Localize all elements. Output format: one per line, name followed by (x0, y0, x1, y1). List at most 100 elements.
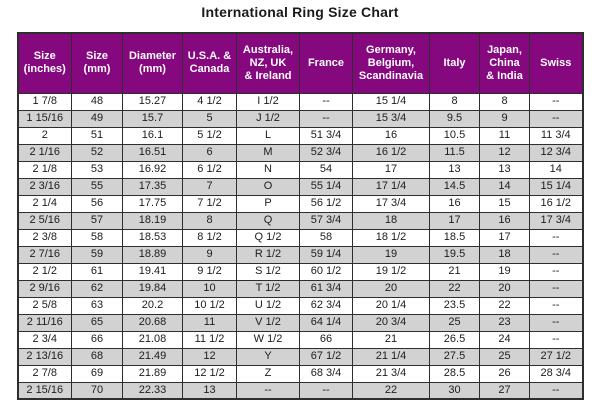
ring-size-table: Size (inches) Size (mm) Diameter (mm) U.S.A… (16, 32, 584, 400)
table-row: 2 5/8 63 20.2 10 1/2 U 1/2 62 3/4 20 1/4 23.5 22… (17, 296, 583, 315)
table-cell: 52 3/4 (299, 143, 353, 162)
table-cell: 13 (479, 160, 530, 179)
table-cell: 15.7 (122, 109, 183, 128)
table-cell: 13 (182, 381, 237, 400)
table-cell: W 1/2 (236, 330, 300, 349)
table-cell: 16.92 (122, 160, 183, 179)
header-row: Size (inches) Size (mm) Diameter (mm) U.S.A… (17, 32, 583, 94)
table-cell: 9.5 (429, 109, 480, 128)
table-cell: 21 3/4 (352, 364, 430, 383)
table-cell: 28 3/4 (529, 364, 583, 383)
table-cell: 18.19 (122, 211, 183, 230)
table-cell: -- (529, 313, 583, 332)
table-cell: 54 (299, 160, 353, 179)
table-cell: R 1/2 (236, 245, 300, 264)
table-row: 2 1/8 53 16.92 6 1/2 N 54 17 13 13 14 (17, 160, 583, 179)
table-cell: 17 1/4 (352, 177, 430, 196)
column-header: Italy (429, 32, 480, 94)
table-cell: J 1/2 (236, 109, 300, 128)
table-cell: 19 (352, 245, 430, 264)
table-row: 2 15/16 70 22.33 13 -- -- 22 30 27 -- (17, 381, 583, 400)
ring-size-chart-page: International Ring Size Chart Size (inch… (0, 4, 600, 400)
table-cell: 18 (479, 245, 530, 264)
table-cell: 2 7/8 (17, 364, 72, 383)
table-cell: 18.89 (122, 245, 183, 264)
table-cell: 17 (429, 211, 480, 230)
table-cell: 8 (479, 92, 530, 111)
column-header: Australia, NZ, UK & Ireland (236, 32, 300, 94)
table-cell: 66 (71, 330, 123, 349)
table-cell: 11 3/4 (529, 126, 583, 145)
table-cell: 16 1/2 (529, 194, 583, 213)
table-cell: 2 15/16 (17, 381, 72, 400)
table-cell: 61 3/4 (299, 279, 353, 298)
table-cell: 63 (71, 296, 123, 315)
table-cell: 30 (429, 381, 480, 400)
table-cell: 15 3/4 (352, 109, 430, 128)
table-cell: 2 13/16 (17, 347, 72, 366)
table-row: 2 7/16 59 18.89 9 R 1/2 59 1/4 19 19.5 18 -- (17, 245, 583, 264)
table-cell: 55 1/4 (299, 177, 353, 196)
column-header: Swiss (529, 32, 583, 94)
table-cell: 15 1/4 (529, 177, 583, 196)
table-cell: 18 (352, 211, 430, 230)
table-cell: 59 1/4 (299, 245, 353, 264)
table-cell: 20 1/4 (352, 296, 430, 315)
table-cell: 26.5 (429, 330, 480, 349)
table-cell: 2 9/16 (17, 279, 72, 298)
table-cell: 14 (529, 160, 583, 179)
table-cell: 58 (299, 228, 353, 247)
table-cell: I 1/2 (236, 92, 300, 111)
table-cell: 2 1/2 (17, 262, 72, 281)
table-cell: 12 1/2 (182, 364, 237, 383)
table-cell: 17.35 (122, 177, 183, 196)
table-cell: 20 3/4 (352, 313, 430, 332)
table-cell: 17 3/4 (352, 194, 430, 213)
table-cell: -- (529, 245, 583, 264)
table-cell: 28.5 (429, 364, 480, 383)
table-cell: 19.41 (122, 262, 183, 281)
table-cell: 22.33 (122, 381, 183, 400)
table-cell: 11 (479, 126, 530, 145)
table-cell: Q (236, 211, 300, 230)
table-cell: 8 (429, 92, 480, 111)
table-cell: 67 1/2 (299, 347, 353, 366)
table-cell: 2 5/16 (17, 211, 72, 230)
table-cell: 21.08 (122, 330, 183, 349)
table-row: 2 1/4 56 17.75 7 1/2 P 56 1/2 17 3/4 16 15 16 1/2 (17, 194, 583, 213)
table-cell: O (236, 177, 300, 196)
table-row: 2 7/8 69 21.89 12 1/2 Z 68 3/4 21 3/4 28.5 26 28 … (17, 364, 583, 383)
table-cell: 16 (479, 211, 530, 230)
table-cell: 11 1/2 (182, 330, 237, 349)
table-cell: 2 5/8 (17, 296, 72, 315)
column-header: U.S.A. & Canada (182, 32, 237, 94)
table-cell: -- (236, 381, 300, 400)
table-cell: 14 (479, 177, 530, 196)
table-cell: 23.5 (429, 296, 480, 315)
table-cell: 68 3/4 (299, 364, 353, 383)
table-cell: 2 1/8 (17, 160, 72, 179)
column-header: Size (inches) (17, 32, 72, 94)
table-cell: 58 (71, 228, 123, 247)
table-cell: 53 (71, 160, 123, 179)
table-body: 1 7/8 48 15.27 4 1/2 I 1/2 -- 15 1/4 8 8 -- 1 15/1… (17, 92, 583, 400)
table-cell: 16.51 (122, 143, 183, 162)
table-cell: 16 1/2 (352, 143, 430, 162)
table-cell: 48 (71, 92, 123, 111)
table-cell: 49 (71, 109, 123, 128)
table-cell: -- (529, 228, 583, 247)
table-cell: 18 1/2 (352, 228, 430, 247)
table-cell: -- (529, 279, 583, 298)
table-cell: 65 (71, 313, 123, 332)
table-cell: 15 1/4 (352, 92, 430, 111)
table-cell: -- (529, 92, 583, 111)
table-cell: 21.49 (122, 347, 183, 366)
table-cell: 25 (479, 347, 530, 366)
table-cell: 66 (299, 330, 353, 349)
table-cell: 10 1/2 (182, 296, 237, 315)
table-cell: 59 (71, 245, 123, 264)
table-cell: 19 1/2 (352, 262, 430, 281)
table-cell: 23 (479, 313, 530, 332)
table-cell: 16.1 (122, 126, 183, 145)
table-cell: 27.5 (429, 347, 480, 366)
